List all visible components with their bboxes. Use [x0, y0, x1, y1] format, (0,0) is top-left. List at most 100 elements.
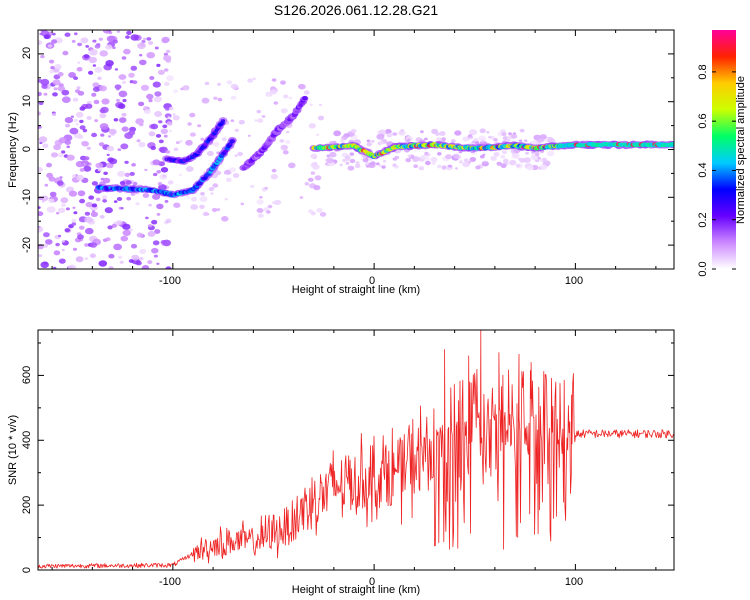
noise-speck [119, 260, 124, 264]
noise-speck [221, 216, 229, 222]
upper-trace-core [220, 119, 226, 123]
noise-speck [537, 137, 545, 143]
noise-speck [126, 196, 132, 201]
noise-speck [64, 140, 72, 146]
noise-speck [117, 170, 126, 177]
noise-speck [43, 232, 50, 238]
noise-speck [38, 254, 43, 257]
noise-speck [527, 165, 534, 171]
noise-speck [151, 247, 159, 254]
noise-speck [131, 163, 137, 167]
noise-speck [186, 195, 191, 199]
noise-speck [105, 44, 113, 50]
noise-speck [42, 143, 49, 149]
noise-speck [154, 46, 159, 50]
noise-speck [154, 111, 163, 117]
noise-speck [156, 170, 162, 174]
noise-speck [105, 237, 111, 242]
noise-speck [435, 132, 440, 136]
noise-speck [159, 173, 168, 180]
noise-speck [102, 195, 108, 199]
noise-speck [148, 41, 154, 45]
noise-speck [430, 156, 438, 163]
noise-speck [154, 91, 162, 97]
noise-speck [99, 215, 105, 219]
noise-speck [91, 132, 98, 138]
lower-trace-core [229, 139, 236, 144]
noise-speck [160, 240, 167, 245]
noise-speck [153, 254, 158, 258]
noise-speck [182, 85, 190, 91]
noise-speck [79, 198, 86, 204]
noise-speck [74, 32, 78, 36]
noise-speck [57, 152, 64, 158]
noise-speck [49, 69, 55, 74]
noise-speck [89, 253, 96, 258]
noise-speck [469, 157, 477, 162]
noise-speck [157, 69, 165, 75]
noise-speck [92, 64, 97, 67]
noise-speck [85, 227, 94, 235]
noise-speck [486, 131, 490, 134]
noise-speck [172, 113, 176, 116]
noise-speck [501, 132, 507, 137]
noise-speck [162, 124, 168, 129]
noise-speck [114, 68, 119, 71]
spectrogram-xtick-label: 100 [565, 275, 583, 287]
spectrogram-heatmap [38, 30, 674, 269]
noise-speck [82, 128, 88, 133]
noise-speck [84, 257, 88, 260]
noise-speck [77, 61, 81, 64]
noise-speck [163, 134, 168, 138]
noise-speck [93, 99, 100, 105]
noise-speck [167, 180, 174, 185]
noise-speck [64, 117, 73, 124]
noise-speck [542, 157, 547, 162]
noise-speck [49, 191, 57, 197]
noise-speck [319, 103, 323, 107]
noise-speck [121, 56, 127, 60]
noise-speck [75, 89, 81, 93]
noise-speck [439, 131, 446, 136]
noise-speck [65, 207, 70, 211]
noise-speck [200, 137, 205, 141]
noise-speck [208, 186, 215, 192]
snr-xtick-label: 0 [369, 576, 375, 588]
noise-speck [173, 89, 179, 94]
noise-speck [144, 168, 148, 172]
noise-speck [436, 137, 442, 142]
noise-speck [80, 37, 89, 44]
noise-speck [493, 152, 500, 157]
noise-speck [199, 204, 205, 209]
noise-speck [118, 103, 126, 109]
noise-speck [366, 165, 370, 168]
noise-speck [89, 242, 98, 248]
noise-speck [274, 199, 282, 206]
noise-speck [151, 219, 158, 225]
noise-speck [61, 203, 66, 207]
noise-speck [128, 259, 134, 263]
noise-speck [280, 80, 286, 85]
noise-speck [88, 56, 98, 64]
noise-speck [250, 184, 255, 188]
noise-speck [166, 49, 171, 54]
noise-speck [518, 139, 523, 143]
noise-speck [165, 150, 171, 154]
noise-speck [394, 155, 400, 160]
noise-speck [38, 226, 44, 233]
colorbar-label: Normalized spectral amplitude [735, 76, 747, 224]
noise-speck [112, 39, 118, 44]
noise-speck [75, 123, 79, 126]
noise-speck [304, 182, 310, 186]
noise-speck [43, 244, 48, 248]
noise-speck [121, 126, 129, 132]
noise-speck [92, 86, 101, 92]
noise-speck [212, 183, 219, 188]
noise-speck [316, 133, 320, 137]
noise-speck [68, 190, 78, 197]
noise-speck [116, 87, 120, 91]
noise-speck [129, 130, 135, 135]
noise-speck [116, 197, 123, 201]
noise-speck [38, 206, 41, 209]
noise-speck [164, 200, 169, 203]
